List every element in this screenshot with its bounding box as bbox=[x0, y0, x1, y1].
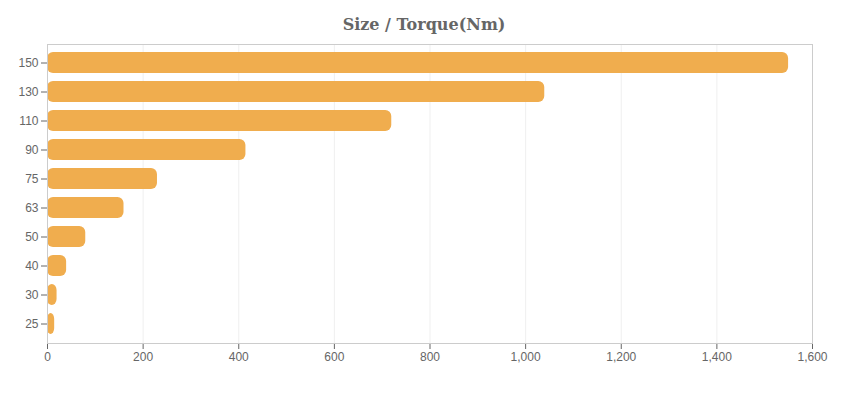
svg-text:600: 600 bbox=[324, 350, 344, 364]
svg-text:25: 25 bbox=[25, 317, 39, 331]
svg-text:1,200: 1,200 bbox=[606, 350, 636, 364]
svg-text:130: 130 bbox=[18, 85, 38, 99]
svg-text:63: 63 bbox=[25, 201, 39, 215]
svg-text:30: 30 bbox=[25, 288, 39, 302]
svg-text:1,600: 1,600 bbox=[797, 350, 827, 364]
svg-text:40: 40 bbox=[25, 259, 39, 273]
svg-text:0: 0 bbox=[44, 350, 51, 364]
html-text:Size / Torque(Nm): Size / Torque(Nm) bbox=[342, 15, 506, 34]
svg-text:1,400: 1,400 bbox=[702, 350, 732, 364]
svg-text:90: 90 bbox=[25, 143, 39, 157]
svg-text:110: 110 bbox=[19, 114, 38, 128]
svg-text:400: 400 bbox=[229, 350, 249, 364]
svg-text:1,000: 1,000 bbox=[511, 350, 541, 364]
svg-text:150: 150 bbox=[18, 56, 38, 70]
svg-text:800: 800 bbox=[420, 350, 440, 364]
svg-text:50: 50 bbox=[25, 230, 39, 244]
svg-text:200: 200 bbox=[133, 350, 153, 364]
svg-text:75: 75 bbox=[25, 172, 39, 186]
